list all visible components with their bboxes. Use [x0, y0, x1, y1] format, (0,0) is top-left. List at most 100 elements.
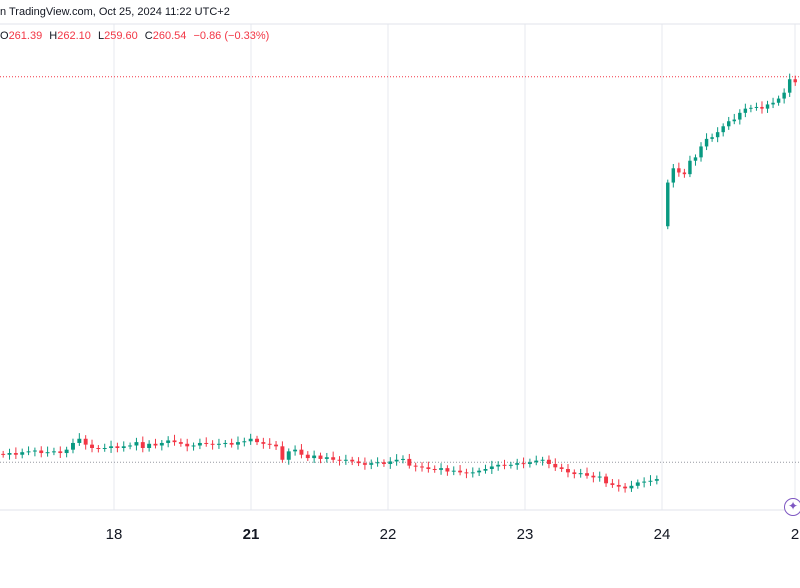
candle-body — [642, 481, 647, 483]
candle-body — [464, 472, 469, 474]
sparkle-icon[interactable]: ✦ — [784, 498, 800, 516]
candle — [350, 456, 355, 466]
candle — [337, 456, 342, 466]
candle-body — [274, 444, 279, 447]
candle-body — [439, 468, 444, 470]
candle — [236, 436, 240, 450]
candle — [51, 447, 56, 456]
candles — [1, 73, 797, 493]
candle-body — [20, 452, 25, 455]
candle — [102, 443, 107, 452]
candle-body — [71, 442, 75, 450]
candle-body — [191, 445, 196, 447]
candle — [109, 440, 114, 453]
candle-body — [496, 464, 501, 467]
candle-body — [185, 443, 190, 447]
candle — [172, 434, 177, 446]
candle — [470, 467, 475, 478]
ohlc-change: −0.86 (−0.33%) — [193, 30, 270, 42]
candle — [432, 465, 437, 473]
candle-body — [394, 459, 399, 462]
candle-body — [26, 451, 31, 453]
candle — [394, 454, 399, 466]
candle-body — [765, 104, 770, 109]
candle — [407, 453, 412, 469]
candle-body — [629, 485, 634, 489]
candle — [760, 101, 764, 114]
candle — [58, 446, 63, 458]
x-tick-label-24: 24 — [653, 526, 671, 543]
candle-body — [51, 451, 56, 453]
candle-body — [553, 463, 558, 468]
candle-body — [77, 438, 82, 443]
candle-body — [255, 438, 259, 443]
candle-body — [483, 469, 488, 471]
ohlc-open-label: O — [0, 30, 9, 42]
candle — [128, 442, 133, 450]
x-tick-label-22: 22 — [379, 526, 397, 543]
candle-body — [540, 459, 545, 461]
candle-body — [727, 121, 731, 127]
candle — [362, 457, 367, 470]
candle-body — [39, 450, 44, 454]
candle — [527, 458, 532, 468]
candle-body — [743, 108, 748, 113]
candle — [26, 446, 31, 456]
candle — [369, 459, 374, 470]
candle-body — [362, 463, 367, 465]
candle-body — [534, 460, 539, 463]
candle — [134, 437, 139, 451]
candle — [280, 441, 285, 463]
candle — [635, 479, 640, 489]
candle — [540, 456, 545, 466]
x-tick-label-23: 23 — [516, 526, 534, 543]
candle — [477, 467, 482, 476]
candle-body — [610, 483, 615, 485]
candle-body — [616, 484, 621, 487]
candle-body — [754, 106, 759, 108]
candle — [604, 473, 609, 487]
candle — [420, 462, 424, 472]
candle-body — [90, 444, 94, 448]
candle — [483, 464, 488, 474]
candle — [642, 477, 647, 488]
candle — [559, 463, 564, 472]
candle-body — [623, 486, 628, 489]
candle-body — [128, 445, 133, 447]
candle-body — [502, 464, 507, 466]
candle — [682, 168, 687, 178]
candle-body — [704, 138, 709, 147]
candle — [39, 446, 44, 458]
candle — [546, 455, 551, 469]
candle — [765, 100, 770, 113]
ohlc-high-value: 262.10 — [57, 30, 91, 42]
candle-body — [566, 469, 570, 473]
ohlc-close-value: 260.54 — [152, 30, 187, 42]
candle — [153, 438, 158, 449]
candle — [693, 154, 698, 166]
candle — [439, 463, 444, 475]
candle — [229, 438, 234, 448]
candle — [721, 123, 725, 137]
candle — [248, 433, 253, 445]
candle-body — [83, 438, 88, 445]
chart-source-caption: n TradingView.com, Oct 25, 2024 11:22 UT… — [0, 6, 230, 18]
candle-body — [401, 458, 405, 460]
candle — [629, 480, 634, 492]
candle — [738, 109, 742, 125]
candle-body — [286, 451, 291, 460]
candle — [261, 437, 266, 449]
candle-body — [64, 449, 69, 454]
candle-body — [682, 172, 687, 175]
candle — [591, 472, 596, 483]
candle-body — [451, 470, 456, 472]
candle — [274, 441, 279, 450]
candle-body — [559, 467, 564, 469]
grid-lines — [113, 24, 796, 510]
candle — [210, 440, 215, 450]
candle-body — [578, 473, 583, 475]
candle — [318, 452, 323, 464]
candle-body — [458, 470, 463, 473]
